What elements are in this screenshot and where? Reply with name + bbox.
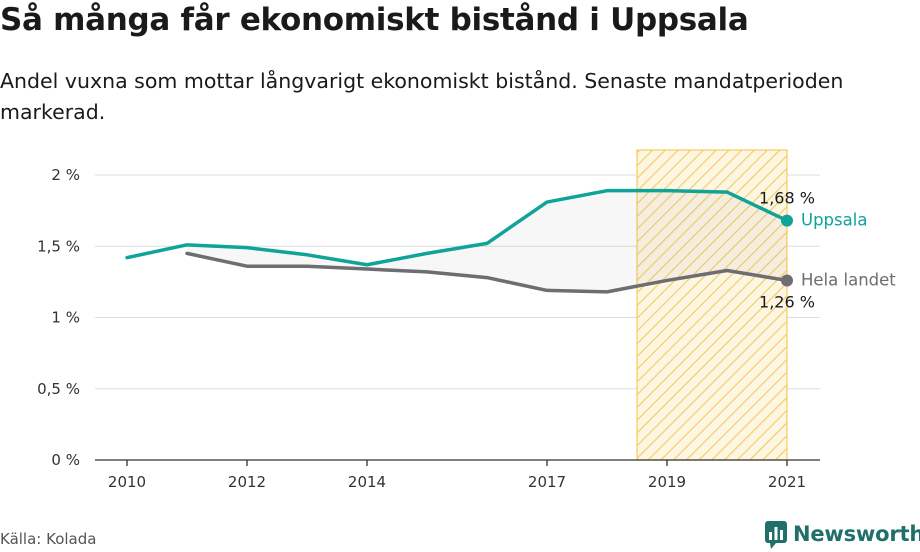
newsworthy-logo-icon	[765, 521, 787, 549]
series-label-hela-landet: Hela landet	[801, 270, 896, 289]
x-tick-label: 2021	[768, 473, 806, 491]
y-tick-label: 1 %	[51, 309, 80, 327]
x-tick-label: 2012	[228, 473, 266, 491]
y-tick-label: 0,5 %	[37, 380, 80, 398]
data-label-hela-landet: 1,26 %	[759, 292, 815, 311]
series-endpoint-hela-landet	[781, 274, 793, 287]
data-label-uppsala: 1,68 %	[759, 189, 815, 208]
series-endpoint-uppsala	[781, 214, 793, 227]
series-label-uppsala: Uppsala	[801, 211, 867, 230]
x-tick-label: 2017	[528, 473, 566, 491]
chart-title: Så många får ekonomiskt bistånd i Uppsal…	[0, 2, 749, 38]
brand-name: Newsworthy	[793, 522, 920, 546]
y-tick-label: 2 %	[51, 166, 80, 184]
series-line-uppsala	[125, 188, 789, 267]
mandate-period-highlight	[636, 149, 788, 461]
source-note: Källa: Kolada	[0, 530, 97, 548]
x-tick-label: 2019	[648, 473, 686, 491]
y-tick-label: 1,5 %	[37, 237, 80, 255]
x-tick-label: 2010	[108, 473, 146, 491]
series-line-hela-landet	[185, 251, 789, 294]
x-tick-label: 2014	[348, 473, 386, 491]
y-tick-label: 0 %	[51, 451, 80, 469]
chart-subtitle: Andel vuxna som mottar långvarigt ekonom…	[0, 69, 844, 124]
brand-logo: Newsworthy	[765, 518, 920, 550]
